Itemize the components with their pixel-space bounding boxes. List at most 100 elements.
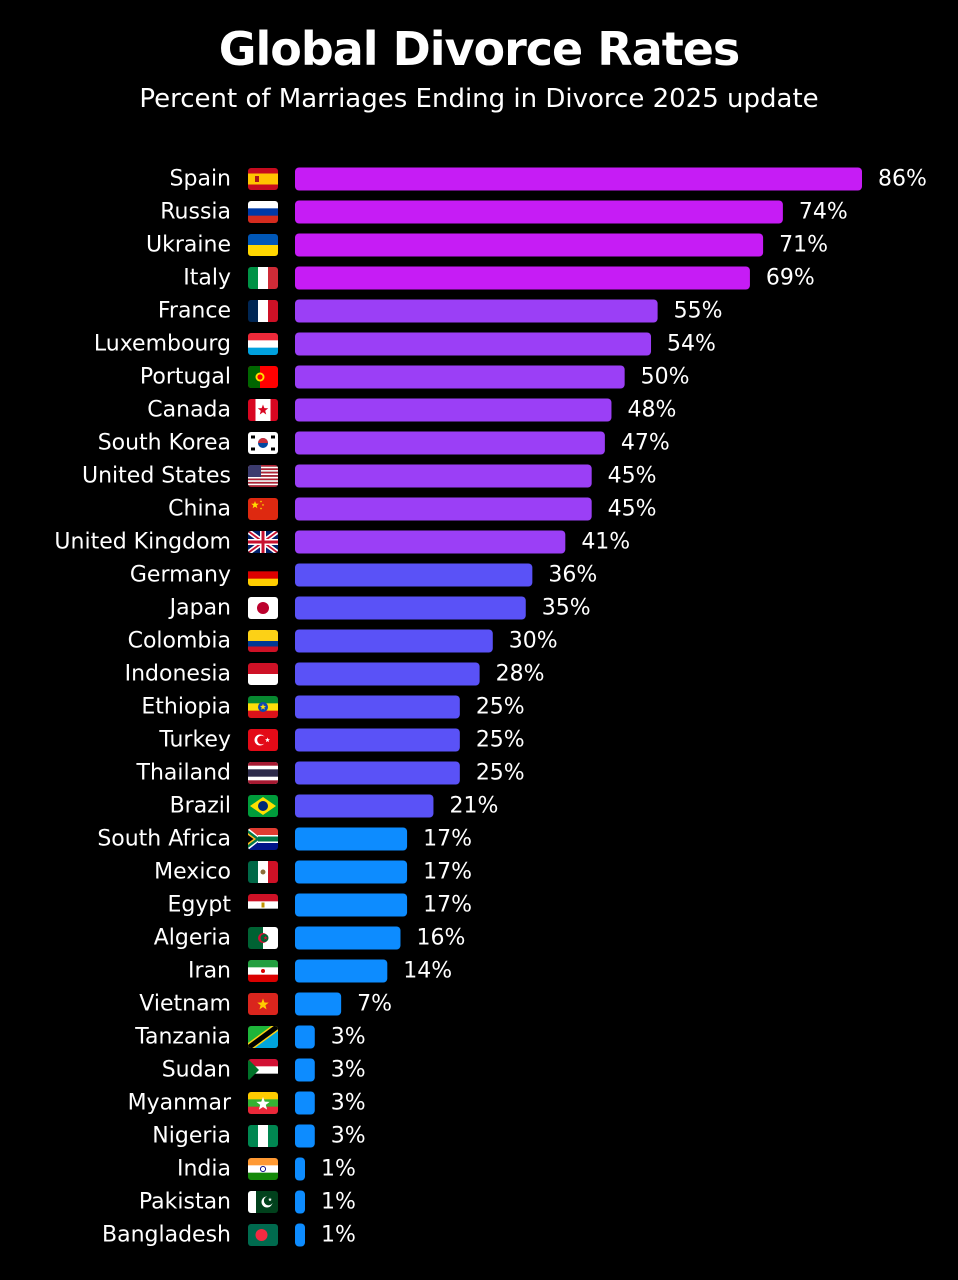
category-label: Pakistan	[139, 1190, 231, 1215]
category-label: Indonesia	[125, 662, 231, 687]
bar	[295, 794, 434, 818]
value-label: 7%	[357, 992, 392, 1017]
south-korea-flag-icon	[248, 432, 278, 454]
chart-row: Thailand 25%	[136, 761, 525, 786]
bangladesh-flag-icon	[248, 1224, 278, 1246]
bar	[295, 662, 480, 686]
category-label: Portugal	[140, 365, 231, 390]
category-label: Ethiopia	[141, 695, 231, 720]
luxembourg-flag-icon	[248, 333, 278, 355]
category-label: United Kingdom	[54, 530, 231, 555]
value-label: 25%	[476, 695, 525, 720]
value-label: 54%	[667, 332, 716, 357]
japan-flag-icon	[248, 597, 278, 619]
chart-row: India 1%	[177, 1157, 356, 1182]
bar	[295, 959, 388, 983]
chart-row: Sudan 3%	[162, 1058, 366, 1083]
nigeria-flag-icon	[248, 1125, 278, 1147]
chart-row: Vietnam 7%	[139, 992, 392, 1017]
india-flag-icon	[248, 1158, 278, 1180]
value-label: 48%	[627, 398, 676, 423]
category-label: Egypt	[168, 893, 232, 918]
chart-row: Russia 74%	[160, 200, 848, 225]
category-label: Myanmar	[128, 1091, 232, 1116]
chart-row: Ethiopia 25%	[141, 695, 524, 720]
chart-row: China 45%	[168, 497, 656, 522]
bar	[295, 332, 652, 356]
canada-flag-icon	[248, 399, 278, 421]
category-label: Ukraine	[146, 233, 231, 258]
bar	[295, 530, 566, 554]
bar	[295, 695, 460, 719]
category-label: Algeria	[154, 926, 231, 951]
tanzania-flag-icon	[248, 1026, 278, 1048]
thailand-flag-icon	[248, 762, 278, 784]
value-label: 28%	[496, 662, 545, 687]
value-label: 55%	[674, 299, 723, 324]
chart-row: Nigeria 3%	[152, 1124, 365, 1149]
category-label: Thailand	[136, 761, 231, 786]
value-label: 86%	[878, 167, 927, 192]
bar	[295, 563, 533, 587]
mexico-flag-icon	[248, 861, 278, 883]
value-label: 50%	[641, 365, 690, 390]
value-label: 14%	[403, 959, 452, 984]
value-label: 3%	[331, 1091, 366, 1116]
value-label: 45%	[608, 497, 657, 522]
chart-title: Global Divorce Rates	[218, 22, 741, 76]
bar	[295, 926, 401, 950]
bar	[295, 761, 460, 785]
bar	[295, 266, 750, 290]
sudan-flag-icon	[248, 1059, 278, 1081]
category-label: Colombia	[128, 629, 231, 654]
bar	[295, 497, 592, 521]
value-label: 17%	[423, 827, 472, 852]
category-label: Russia	[160, 200, 231, 225]
bar	[295, 233, 764, 257]
category-label: Canada	[147, 398, 231, 423]
category-label: Brazil	[170, 794, 231, 819]
category-label: Spain	[170, 167, 231, 192]
value-label: 16%	[416, 926, 465, 951]
chart-row: Spain 86%	[170, 167, 927, 192]
bar	[295, 1223, 305, 1247]
vietnam-flag-icon	[248, 993, 278, 1015]
category-label: Vietnam	[139, 992, 231, 1017]
category-label: China	[168, 497, 231, 522]
chart-row: Portugal 50%	[140, 365, 690, 390]
pakistan-flag-icon	[248, 1191, 278, 1213]
value-label: 69%	[766, 266, 815, 291]
chart-row: Germany 36%	[130, 563, 597, 588]
category-label: Turkey	[158, 728, 231, 753]
chart-row: France 55%	[158, 299, 723, 324]
chart-row: Brazil 21%	[170, 794, 499, 819]
germany-flag-icon	[248, 564, 278, 586]
bar	[295, 827, 408, 851]
united-kingdom-flag-icon	[248, 531, 278, 553]
value-label: 71%	[779, 233, 828, 258]
chart-row: Iran 14%	[188, 959, 452, 984]
category-label: India	[177, 1157, 231, 1182]
category-label: Italy	[183, 266, 231, 291]
colombia-flag-icon	[248, 630, 278, 652]
algeria-flag-icon	[248, 927, 278, 949]
bar	[295, 365, 625, 389]
chart-row: Turkey 25%	[158, 728, 524, 753]
bar	[295, 1190, 305, 1214]
value-label: 36%	[548, 563, 597, 588]
portugal-flag-icon	[248, 366, 278, 388]
myanmar-flag-icon	[248, 1092, 278, 1114]
category-label: Nigeria	[152, 1124, 231, 1149]
category-label: Mexico	[154, 860, 231, 885]
value-label: 1%	[321, 1190, 356, 1215]
bar	[295, 728, 460, 752]
bar	[295, 1058, 315, 1082]
value-label: 25%	[476, 761, 525, 786]
chart-row: United Kingdom 41%	[54, 530, 630, 555]
egypt-flag-icon	[248, 894, 278, 916]
bar	[295, 1091, 315, 1115]
category-label: Germany	[130, 563, 231, 588]
chart-row: Canada 48%	[147, 398, 676, 423]
chart-row: Myanmar 3%	[128, 1091, 366, 1116]
value-label: 3%	[331, 1124, 366, 1149]
